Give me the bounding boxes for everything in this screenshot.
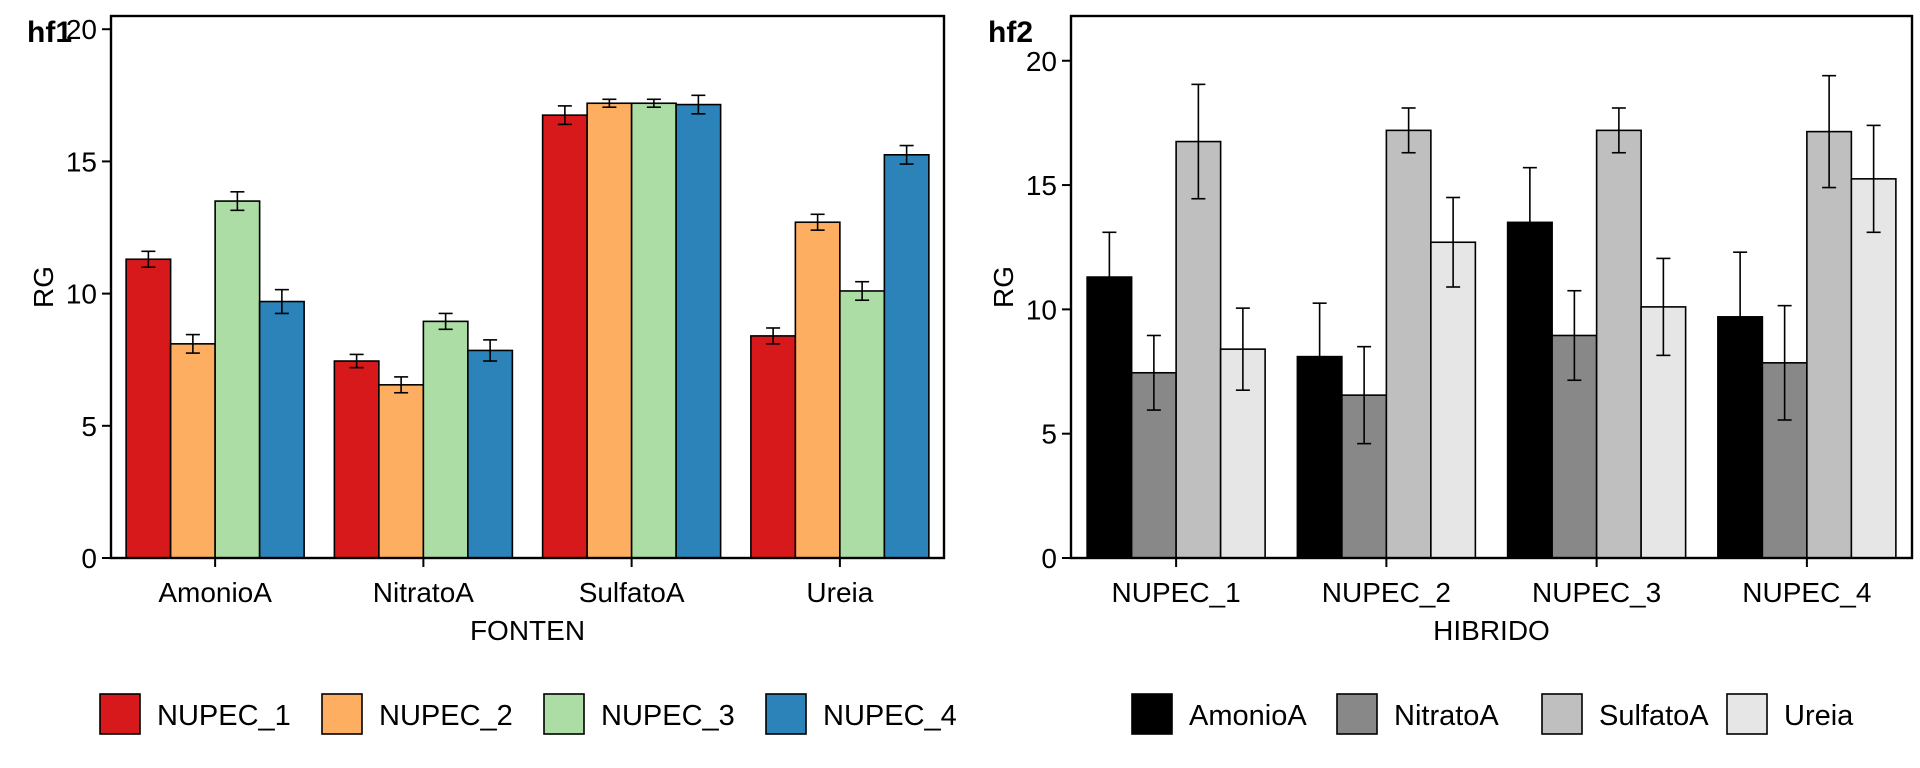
panel-hf1: 0 5 10 15 20 AmonioA NitratoA SulfatoA Ureia FONT… [27, 14, 957, 735]
legend-label-Ureia: Ureia [1784, 700, 1854, 732]
panel-tag: hf1 [27, 16, 72, 49]
y-tick-label: 5 [1041, 419, 1057, 450]
x-tick-label: NitratoA [373, 577, 474, 608]
bar-NUPEC_3-AmonioA [214, 200, 261, 559]
bar-NUPEC_3-NitratoA [422, 320, 469, 559]
bar-NUPEC_2-SulfatoA [586, 102, 633, 559]
y-tick-label: 10 [1026, 294, 1057, 325]
y-tick-label: 15 [66, 146, 97, 177]
bar-NUPEC_2-NitratoA [378, 384, 425, 559]
x-tick-label: AmonioA [158, 577, 272, 608]
x-axis-title: HIBRIDO [1433, 615, 1550, 646]
legend-swatch-NUPEC_4 [765, 693, 807, 735]
legend-label-SulfatoA: SulfatoA [1599, 700, 1709, 732]
bar-Ureia-NUPEC_4 [1850, 178, 1897, 559]
legend: AmonioA NitratoA SulfatoA Ureia [1131, 693, 1854, 735]
bar-NUPEC_3-Ureia [839, 290, 886, 559]
legend-label-NUPEC_2: NUPEC_2 [379, 700, 513, 732]
bar-NUPEC_1-NitratoA [333, 360, 380, 559]
legend-swatch-NUPEC_2 [321, 693, 363, 735]
legend-swatch-Ureia [1726, 693, 1768, 735]
legend-swatch-NUPEC_1 [99, 693, 141, 735]
y-tick-label: 20 [66, 14, 97, 45]
legend-label-NitratoA: NitratoA [1394, 700, 1499, 732]
legend-label-AmonioA: AmonioA [1189, 700, 1307, 732]
legend-label-NUPEC_1: NUPEC_1 [157, 700, 291, 732]
y-tick-label: 0 [1041, 543, 1057, 574]
x-tick-label: NUPEC_2 [1322, 577, 1451, 608]
legend-swatch-NitratoA [1336, 693, 1378, 735]
plot-frame [1069, 14, 1914, 560]
x-tick-label: NUPEC_4 [1742, 577, 1871, 608]
y-tick-label: 0 [81, 543, 97, 574]
bar-NUPEC_2-AmonioA [169, 343, 216, 559]
x-tick-label: Ureia [806, 577, 873, 608]
legend-swatch-SulfatoA [1541, 693, 1583, 735]
y-tick-label: 15 [1026, 170, 1057, 201]
panel-tag: hf2 [988, 16, 1033, 49]
bar-NUPEC_1-SulfatoA [541, 114, 588, 559]
x-tick-label: SulfatoA [579, 577, 685, 608]
legend-swatch-NUPEC_3 [543, 693, 585, 735]
y-axis-title: RG [988, 266, 1019, 308]
legend-swatch-AmonioA [1131, 693, 1173, 735]
y-tick-label: 10 [66, 279, 97, 310]
bar-NUPEC_3-SulfatoA [630, 102, 677, 559]
panel-hf2: 0 5 10 15 20 NUPEC_1 NUPEC_2 NUPEC_3 NUPEC_4 HIBR… [988, 14, 1914, 735]
bar-NUPEC_4-Ureia [883, 154, 930, 559]
y-tick-label: 5 [81, 411, 97, 442]
legend-label-NUPEC_3: NUPEC_3 [601, 700, 735, 732]
bar-NUPEC_4-NitratoA [467, 349, 514, 559]
bar-SulfatoA-NUPEC_4 [1806, 130, 1853, 559]
bar-NUPEC_1-Ureia [750, 335, 797, 559]
x-axis-title: FONTEN [470, 615, 585, 646]
y-tick-label: 20 [1026, 46, 1057, 77]
bar-AmonioA-NUPEC_3 [1506, 221, 1553, 559]
legend-label-NUPEC_4: NUPEC_4 [823, 700, 957, 732]
plot-frame [109, 14, 946, 560]
bar-SulfatoA-NUPEC_2 [1385, 129, 1432, 559]
bar-NUPEC_4-AmonioA [258, 300, 305, 559]
bar-SulfatoA-NUPEC_1 [1175, 140, 1222, 559]
bar-NUPEC_1-AmonioA [125, 258, 172, 559]
legend: NUPEC_1 NUPEC_2 NUPEC_3 NUPEC_4 [99, 693, 957, 735]
x-tick-label: NUPEC_3 [1532, 577, 1661, 608]
bar-NUPEC_4-SulfatoA [675, 103, 722, 559]
bar-Ureia-NUPEC_2 [1430, 241, 1477, 559]
bar-NUPEC_2-Ureia [794, 221, 841, 559]
x-tick-label: NUPEC_1 [1112, 577, 1241, 608]
y-axis-title: RG [28, 266, 59, 308]
bar-SulfatoA-NUPEC_3 [1595, 129, 1642, 559]
